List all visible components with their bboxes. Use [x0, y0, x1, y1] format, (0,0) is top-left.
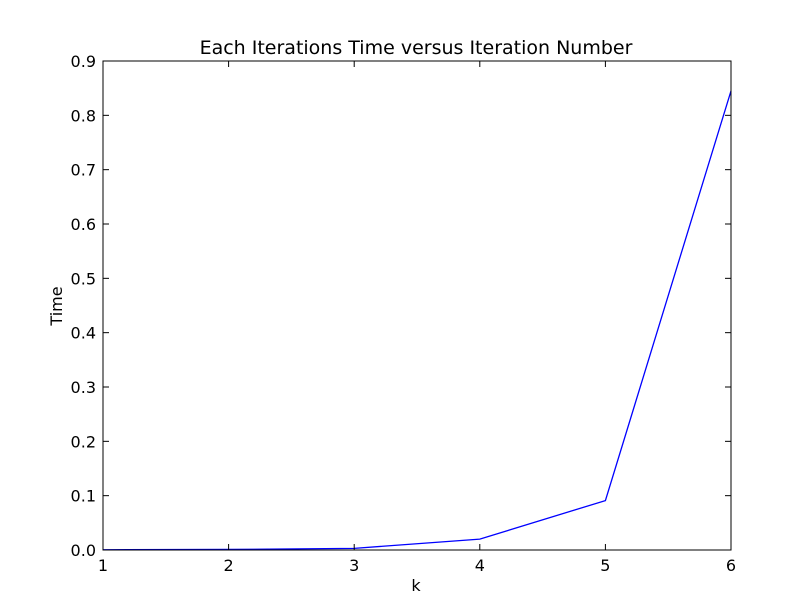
x-tick-label: 5 [600, 556, 610, 575]
x-tick-label: 4 [475, 556, 485, 575]
y-tick-label: 0.1 [71, 487, 96, 506]
axis-ticks: 1 2 3 4 5 6 0.0 0.1 0.2 0.3 0.4 0.5 0.6 0.7 0.8 0.9 [71, 52, 737, 575]
y-tick-label: 0.2 [71, 432, 96, 451]
y-tick-label: 0.9 [71, 52, 96, 71]
y-tick-label: 0.4 [71, 324, 96, 343]
y-tick-label: 0.3 [71, 378, 96, 397]
x-tick-label: 3 [349, 556, 359, 575]
y-tick-label: 0.6 [71, 215, 96, 234]
y-tick-label: 0.7 [71, 161, 96, 180]
x-axis-label: k [411, 576, 421, 595]
x-tick-label: 6 [726, 556, 736, 575]
y-tick-label: 0.5 [71, 269, 96, 288]
x-tick-label: 1 [98, 556, 108, 575]
plot-frame [102, 60, 732, 551]
chart-title: Each Iterations Time versus Iteration Nu… [200, 37, 633, 59]
y-tick-label: 0.8 [71, 106, 96, 125]
y-tick-label: 0.0 [71, 541, 96, 560]
plot-area [102, 60, 732, 551]
series-line [102, 90, 732, 551]
y-axis-label: Time [47, 286, 66, 326]
x-tick-label: 2 [224, 556, 234, 575]
